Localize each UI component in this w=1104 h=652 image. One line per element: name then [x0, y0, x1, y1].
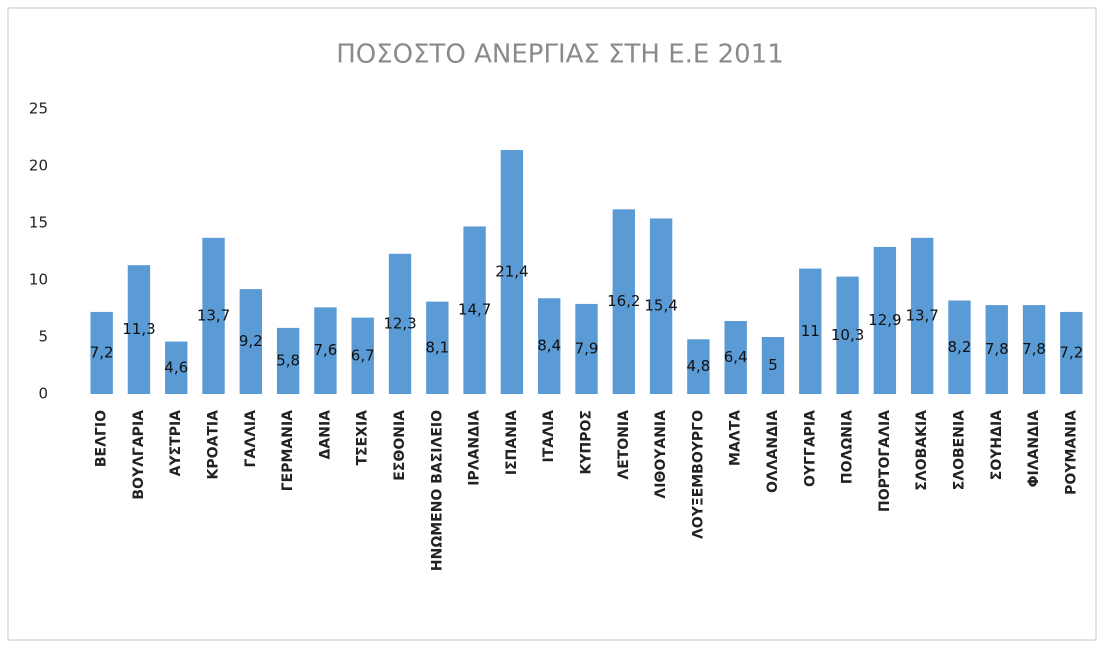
- x-tick-label: ΑΥΣΤΡΙΑ: [168, 410, 184, 477]
- y-tick-label: 0: [38, 385, 48, 403]
- data-label: 7,6: [313, 341, 337, 359]
- data-label: 13,7: [197, 306, 230, 324]
- x-tick-label: ΡΟΥΜΑΝΙΑ: [1063, 410, 1079, 495]
- bar: [538, 298, 561, 394]
- x-tick-label: ΔΑΝΙΑ: [317, 410, 333, 460]
- bar: [239, 289, 263, 394]
- data-label: 11,3: [122, 320, 155, 338]
- data-label: 5,8: [276, 351, 300, 369]
- bar: [463, 226, 486, 394]
- data-label: 6,4: [724, 348, 748, 366]
- bar: [1022, 305, 1046, 394]
- data-label: 9,2: [239, 332, 263, 350]
- x-tick-label: ΙΡΛΑΝΔΙΑ: [467, 410, 483, 486]
- bar: [388, 253, 412, 394]
- y-tick-label: 15: [29, 214, 48, 232]
- y-tick-label: 20: [29, 157, 48, 175]
- bar: [202, 237, 225, 394]
- x-tick-label: ΓΕΡΜΑΝΙΑ: [280, 410, 296, 491]
- x-tick-label: ΓΑΛΛΙΑ: [243, 410, 259, 468]
- x-tick-label: ΛΕΤΟΝΙΑ: [616, 410, 632, 480]
- bar: [948, 300, 971, 394]
- bar: [314, 307, 337, 394]
- x-tick-label: ΕΣΘΟΝΙΑ: [392, 410, 408, 481]
- data-label: 11: [801, 322, 820, 340]
- bar: [761, 337, 785, 394]
- bar: [127, 265, 151, 394]
- data-label: 21,4: [495, 263, 528, 281]
- x-tick-label: ΣΛΟΒΑΚΙΑ: [914, 410, 930, 491]
- y-tick-label: 10: [29, 271, 48, 289]
- bar: [687, 339, 710, 394]
- data-label: 14,7: [458, 301, 491, 319]
- bar: [910, 237, 934, 394]
- bar: [649, 218, 673, 394]
- bar: [799, 268, 822, 394]
- bar: [575, 303, 598, 394]
- x-tick-label: ΙΣΠΑΝΙΑ: [504, 410, 520, 475]
- x-tick-label: ΚΡΟΑΤΙΑ: [206, 410, 222, 480]
- data-label: 4,6: [164, 358, 188, 376]
- bar: [985, 305, 1008, 394]
- bar: [500, 150, 524, 394]
- x-tick-label: ΣΟΥΗΔΙΑ: [989, 410, 1005, 480]
- x-tick-label: ΜΑΛΤΑ: [728, 410, 744, 466]
- data-label: 16,2: [607, 292, 640, 310]
- data-label: 8,1: [425, 338, 449, 356]
- bar: [612, 209, 635, 394]
- y-tick-label: 25: [29, 100, 48, 118]
- data-label: 12,3: [383, 314, 416, 332]
- bar: [165, 341, 188, 394]
- bar: [90, 311, 113, 394]
- data-label: 7,2: [1059, 343, 1083, 361]
- bar: [351, 317, 374, 394]
- data-label: 8,2: [948, 338, 972, 356]
- x-tick-label: ΤΣΕΧΙΑ: [355, 410, 371, 466]
- chart-title: ΠΟΣΟΣΤΟ ΑΝΕΡΓΙΑΣ ΣΤΗ Ε.Ε 2011: [336, 40, 784, 70]
- data-label: 4,8: [686, 357, 710, 375]
- x-tick-label: ΒΕΛΓΙΟ: [94, 410, 110, 467]
- bar: [873, 246, 897, 394]
- data-label: 8,4: [537, 337, 561, 355]
- x-tick-label: ΦΙΛΑΝΔΙΑ: [1026, 410, 1042, 488]
- bar: [836, 276, 859, 394]
- x-tick-label: ΗΝΩΜΕΝΟ ΒΑΣΙΛΕΙΟ: [429, 410, 445, 571]
- x-tick-label: ΛΟΥΞΕΜΒΟΥΡΓΟ: [690, 410, 706, 539]
- data-label: 5: [768, 356, 778, 374]
- data-label: 7,8: [985, 340, 1009, 358]
- x-tick-label: ΙΤΑΛΙΑ: [541, 410, 557, 463]
- bar: [426, 301, 449, 394]
- x-tick-label: ΒΟΥΛΓΑΡΙΑ: [131, 410, 147, 500]
- y-tick-label: 5: [38, 328, 48, 346]
- x-tick-label: ΛΙΘΟΥΑΝΙΑ: [653, 410, 669, 499]
- data-label: 10,3: [831, 326, 864, 344]
- bar: [724, 321, 747, 394]
- data-label: 12,9: [868, 311, 901, 329]
- data-label: 6,7: [351, 346, 375, 364]
- x-tick-label: ΣΛΟΒΕΝΙΑ: [951, 410, 967, 490]
- data-label: 7,2: [90, 343, 114, 361]
- x-tick-label: ΠΟΡΤΟΓΑΛΙΑ: [877, 410, 893, 512]
- x-tick-label: ΠΟΛΩΝΙΑ: [840, 410, 856, 484]
- bar: [1060, 311, 1083, 394]
- data-label: 15,4: [644, 297, 677, 315]
- data-label: 7,9: [575, 339, 599, 357]
- x-tick-label: ΟΥΓΓΑΡΙΑ: [802, 410, 818, 487]
- x-tick-label: ΟΛΛΑΝΔΙΑ: [765, 410, 781, 493]
- data-label: 7,8: [1022, 340, 1046, 358]
- bar: [276, 327, 300, 394]
- x-tick-label: ΚΥΠΡΟΣ: [579, 410, 595, 474]
- data-label: 13,7: [905, 306, 938, 324]
